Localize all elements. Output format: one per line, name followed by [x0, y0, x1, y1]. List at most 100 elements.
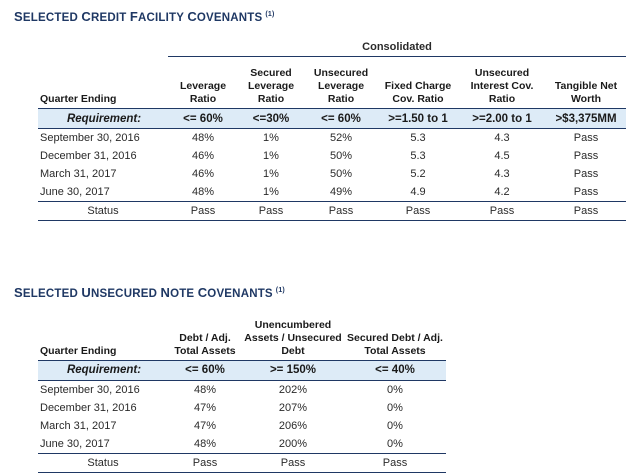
title-letter: N: [160, 285, 171, 300]
cell: 0%: [387, 437, 403, 450]
cell: 5.2: [410, 168, 426, 180]
cell: 46%: [191, 150, 215, 162]
status-cell: Pass: [304, 201, 378, 221]
cell: Pass: [573, 132, 599, 144]
cell: 1%: [263, 186, 279, 198]
title-word: NSECURED: [90, 288, 161, 300]
status-cell: Pass: [168, 201, 238, 221]
row-label: December 31, 2016: [40, 150, 137, 162]
status-cell: Pass: [344, 452, 446, 473]
note-covenants-table: Quarter Ending Debt / Adj. Total Assets …: [38, 310, 446, 473]
cell: 48%: [193, 383, 217, 396]
status-cell: Pass: [168, 452, 242, 473]
row-label: March 31, 2017: [40, 168, 117, 180]
title-word: ACILITY: [138, 12, 188, 24]
cell: 4.9: [410, 186, 426, 198]
credit-covenants-table: Consolidated Quarter Ending Leverage Rat…: [38, 38, 627, 221]
cell: 4.3: [494, 168, 510, 180]
cell: 52%: [329, 132, 353, 144]
table-row: September 30, 2016 48% 202% 0%: [38, 380, 446, 399]
col-header: Secured Leverage Ratio: [238, 56, 304, 109]
requirement-label: Requirement:: [38, 108, 168, 129]
cell: 48%: [193, 437, 217, 450]
table-row: September 30, 2016 48% 1% 52% 5.3 4.3 Pa…: [38, 129, 626, 148]
cell: 202%: [278, 383, 308, 396]
title-word: OVENANTS: [196, 12, 263, 24]
cell: 4.2: [494, 186, 510, 198]
cell: 4.3: [494, 132, 510, 144]
title-letter: C: [197, 285, 208, 300]
col-header: Unsecured Leverage Ratio: [304, 56, 378, 109]
requirement-cell: >$3,375MM: [546, 108, 627, 129]
table-row: June 30, 2017 48% 1% 49% 4.9 4.2 Pass: [38, 183, 626, 202]
cell: 48%: [191, 186, 215, 198]
requirement-label: Requirement:: [38, 360, 168, 381]
requirement-row: Requirement: <= 60% >= 150% <= 40%: [38, 360, 446, 381]
status-cell: Pass: [458, 201, 546, 221]
cell: 47%: [193, 419, 217, 432]
footnote-marker: (1): [265, 11, 275, 19]
status-cell: Pass: [546, 201, 627, 221]
status-label: Status: [38, 452, 168, 473]
status-row: Status Pass Pass Pass: [38, 452, 446, 473]
table-row: December 31, 2016 47% 207% 0%: [38, 399, 446, 417]
requirement-cell: >=2.00 to 1: [458, 108, 546, 129]
table-row: March 31, 2017 46% 1% 50% 5.2 4.3 Pass: [38, 165, 626, 183]
requirement-cell: <= 40%: [344, 360, 446, 381]
col-header: Debt / Adj. Total Assets: [168, 310, 242, 361]
row-label: December 31, 2016: [40, 401, 137, 414]
title-letter: U: [81, 285, 91, 300]
requirement-row: Requirement: <= 60% <=30% <= 60% >=1.50 …: [38, 108, 627, 129]
row-label: June 30, 2017: [40, 437, 110, 450]
title-word: ELECTED: [22, 288, 82, 300]
title-letter: F: [129, 9, 138, 24]
title-letter: S: [14, 285, 23, 300]
title-letter: C: [187, 9, 197, 24]
row-label: September 30, 2016: [40, 132, 140, 144]
cell: 200%: [278, 437, 308, 450]
footnote-marker: (1): [275, 287, 285, 295]
title-word: OTE: [170, 288, 198, 300]
requirement-cell: <=30%: [238, 108, 304, 129]
status-cell: Pass: [238, 201, 304, 221]
cell: 0%: [387, 383, 403, 396]
requirement-cell: <= 60%: [168, 108, 238, 129]
cell: Pass: [573, 168, 599, 180]
status-cell: Pass: [242, 452, 344, 473]
cell: Pass: [573, 186, 599, 198]
quarter-ending-header: Quarter Ending: [38, 310, 168, 361]
cell: 4.5: [494, 150, 510, 162]
cell: 206%: [278, 419, 308, 432]
requirement-cell: <= 60%: [304, 108, 378, 129]
quarter-ending-header: Quarter Ending: [38, 56, 168, 109]
col-header: Secured Debt / Adj. Total Assets: [344, 310, 446, 361]
row-label: September 30, 2016: [40, 383, 140, 396]
title-word: OVENANTS: [207, 288, 273, 300]
cell: 50%: [329, 168, 353, 180]
cell: 50%: [329, 150, 353, 162]
cell: 0%: [387, 401, 403, 414]
col-header: Leverage Ratio: [168, 56, 238, 109]
col-header: Unsecured Interest Cov. Ratio: [458, 56, 546, 109]
cell: 48%: [191, 132, 215, 144]
consolidated-header: Consolidated: [168, 38, 627, 57]
row-label: March 31, 2017: [40, 419, 117, 432]
row-label: June 30, 2017: [40, 186, 110, 198]
cell: 47%: [193, 401, 217, 414]
cell: 207%: [278, 401, 308, 414]
title-letter: C: [81, 9, 91, 24]
cell: 0%: [387, 419, 403, 432]
table-row: June 30, 2017 48% 200% 0%: [38, 435, 446, 454]
cell: 1%: [263, 168, 279, 180]
cell: 5.3: [410, 150, 426, 162]
table-row: March 31, 2017 47% 206% 0%: [38, 417, 446, 435]
cell: 1%: [263, 150, 279, 162]
credit-covenants-title: SELECTED CREDIT FACILITY COVENANTS (1): [14, 9, 275, 24]
status-cell: Pass: [378, 201, 458, 221]
requirement-cell: >=1.50 to 1: [378, 108, 458, 129]
table-row: December 31, 2016 46% 1% 50% 5.3 4.5 Pas…: [38, 147, 626, 165]
cell: Pass: [573, 150, 599, 162]
title-letter: S: [14, 9, 23, 24]
note-covenants-title: SELECTED UNSECURED NOTE COVENANTS (1): [14, 285, 285, 300]
cell: 1%: [263, 132, 279, 144]
